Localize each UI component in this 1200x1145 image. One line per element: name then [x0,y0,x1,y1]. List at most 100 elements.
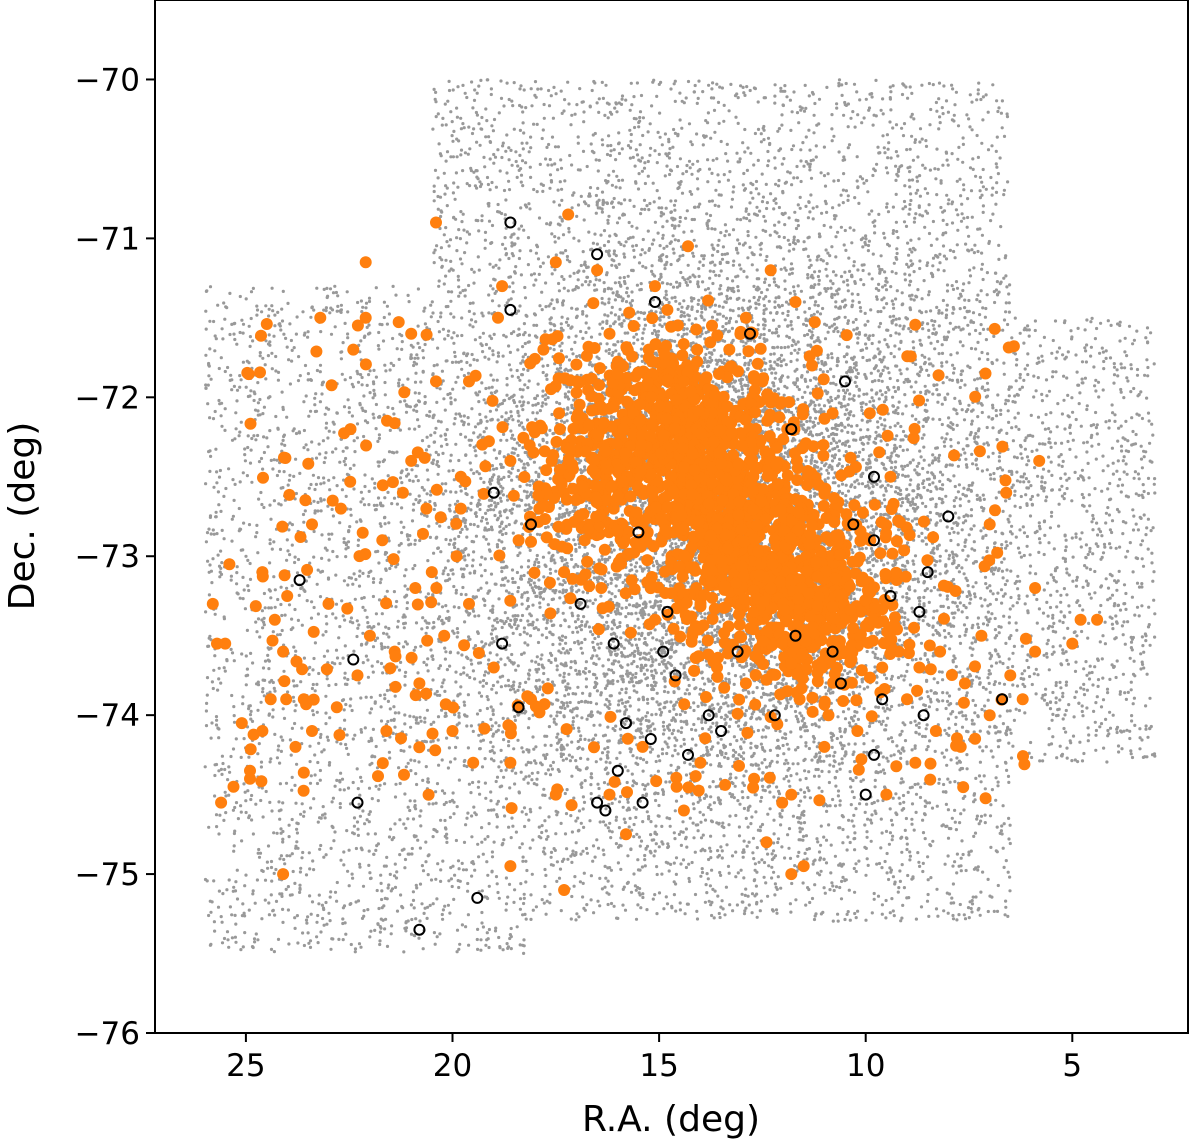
background-star [986,357,990,362]
background-star [519,206,523,210]
background-star [824,838,829,842]
background-star [615,174,619,178]
background-star [898,368,902,372]
background-star [242,911,246,915]
background-star [544,305,548,309]
background-star [480,115,484,120]
background-star [542,102,546,107]
background-star [1050,488,1054,492]
background-star [876,425,880,429]
background-star [651,181,655,185]
background-star [901,134,906,138]
background-star [935,804,939,808]
background-star [271,309,275,313]
background-star [628,108,632,112]
background-star [927,357,931,361]
background-star [891,231,895,235]
background-star [488,346,492,350]
background-star [546,768,551,772]
background-star [481,679,486,683]
background-star [935,147,939,151]
background-star [281,840,285,844]
background-star [470,814,474,818]
background-star [779,364,783,368]
background-star [853,760,857,764]
background-star [668,583,673,588]
background-star [1087,677,1092,681]
background-star [581,336,585,340]
background-star [1066,662,1070,666]
background-star [910,519,915,523]
background-star [769,311,773,315]
background-star [865,830,869,834]
background-star [842,395,846,399]
background-star [826,398,830,402]
background-star [489,799,493,803]
background-star [468,571,472,575]
background-star [804,776,808,781]
background-star [608,324,613,328]
background-star [438,664,442,668]
background-star [767,299,771,303]
background-star [403,722,407,726]
background-star [648,600,652,604]
background-star [1036,415,1041,419]
background-star [857,394,861,398]
background-star [932,585,937,590]
background-star [642,327,646,331]
background-star [790,110,794,114]
background-star [1071,438,1075,442]
background-star [489,391,493,395]
background-star [811,217,815,221]
background-star [847,397,852,401]
background-star [931,417,935,421]
background-star [976,415,980,419]
background-star [877,264,881,268]
background-star [345,829,349,833]
background-star [976,865,980,869]
background-star [566,369,570,373]
background-star [479,78,483,82]
background-star [981,210,985,214]
background-star [812,131,816,135]
background-star [1139,543,1143,547]
background-star [743,187,748,191]
background-star [367,296,372,300]
background-star [307,672,311,677]
background-star [772,280,777,284]
background-star [638,110,643,114]
background-star [588,104,592,108]
background-star [966,667,970,671]
background-star [674,856,679,860]
background-star [873,231,877,235]
background-star [937,459,941,463]
background-star [489,740,493,744]
background-star [437,464,441,468]
background-star [492,640,496,644]
background-star [837,484,841,488]
background-star [673,744,677,748]
background-star [243,459,247,463]
background-star [1008,709,1012,713]
background-star [1097,442,1101,446]
background-star [1064,545,1068,549]
background-star [568,606,572,610]
background-star [981,185,986,189]
background-star [1134,432,1138,437]
background-star [860,121,864,125]
background-star [552,85,556,89]
background-star [523,383,527,387]
background-star [589,700,593,705]
background-star [600,887,605,891]
background-star [384,369,388,373]
background-star [834,383,838,387]
background-star [865,835,869,839]
background-star [338,805,342,810]
background-star [339,771,343,775]
background-star [223,428,227,432]
background-star [643,636,647,641]
background-star [1029,497,1033,501]
background-star [646,701,650,705]
background-star [424,765,428,769]
background-star [815,258,819,262]
